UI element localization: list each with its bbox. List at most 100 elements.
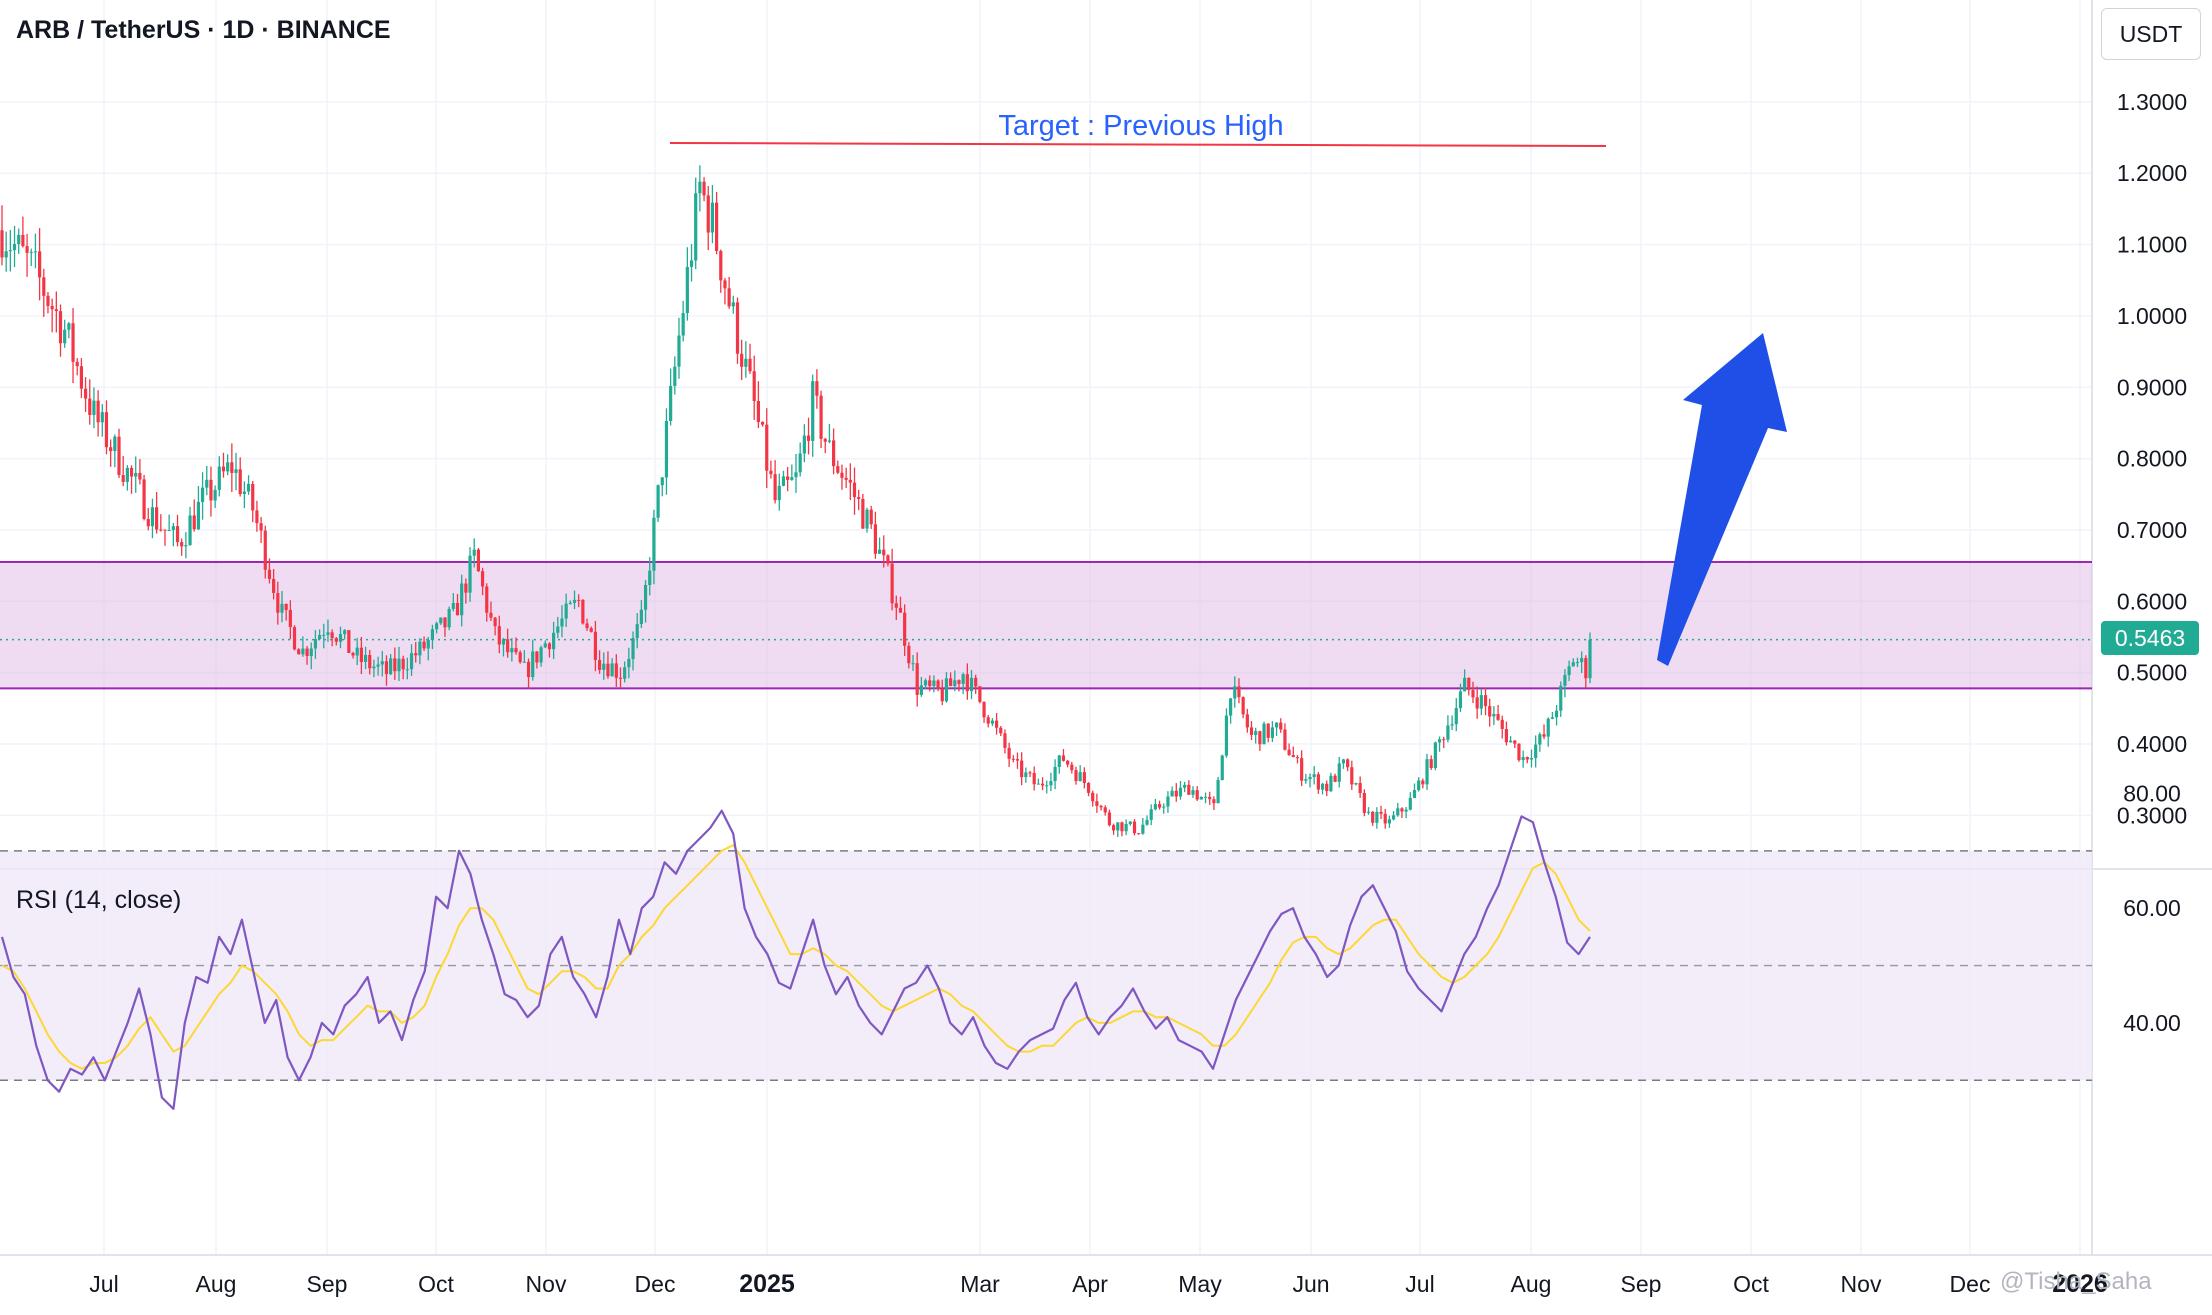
candle-body (1020, 760, 1024, 778)
axes: 1.3000 1.2000 1.1000 1.0000 0.9000 0.8000 0.70… (89, 89, 2187, 1298)
candle-body (21, 234, 25, 247)
candle-body (1040, 783, 1045, 786)
candle-body (251, 483, 255, 511)
candle-body (1086, 783, 1091, 793)
candle-body (1571, 662, 1575, 667)
candle-body (531, 651, 535, 678)
candle-body (263, 530, 267, 570)
candle-body (1137, 833, 1141, 835)
time-tick-label: Jul (89, 1271, 118, 1297)
candle-body (953, 680, 957, 686)
candle-body (1488, 706, 1492, 717)
candle-body (735, 302, 740, 354)
candle-body (138, 472, 142, 480)
candle-body (1003, 733, 1007, 748)
candle-body (29, 251, 33, 253)
bullish-arrow-icon (1657, 333, 1787, 666)
candle-body (1559, 685, 1563, 711)
candle-body (180, 542, 184, 547)
candle-body (1425, 759, 1429, 785)
candle-body (552, 632, 556, 650)
candle-body (1007, 747, 1011, 759)
time-tick-label: Oct (418, 1271, 454, 1297)
candle-body (535, 651, 539, 663)
candle-body (1387, 819, 1392, 824)
candle-body (572, 599, 577, 603)
candle-body (384, 661, 389, 675)
candle-body (372, 666, 376, 669)
candle-body (376, 664, 380, 667)
candle-body (898, 607, 903, 613)
candle-body (288, 610, 292, 628)
candle-body (83, 388, 88, 399)
candle-body (1542, 734, 1546, 737)
candle-body (1212, 799, 1216, 804)
candle-body (932, 680, 936, 686)
candle-body (1329, 775, 1333, 792)
candle-body (113, 436, 117, 452)
candle-body (585, 623, 589, 629)
candle-body (292, 627, 297, 650)
candle-body (903, 612, 907, 646)
candle-body (1183, 784, 1187, 788)
candle-body (815, 381, 819, 396)
candle-body (1366, 811, 1371, 813)
candle-body (4, 251, 8, 258)
candle-body (1563, 675, 1567, 686)
candle-body (1588, 639, 1592, 679)
candle-body (1153, 804, 1157, 810)
time-tick-label: 2026 (2052, 1270, 2108, 1298)
candle-body (1504, 728, 1509, 743)
candle-body (1162, 806, 1166, 808)
price-tick-label: 0.6000 (2117, 588, 2187, 614)
candle-body (660, 477, 664, 486)
candle-body (159, 529, 163, 531)
candle-body (1475, 697, 1479, 709)
candle-body (171, 526, 175, 531)
candle-body (994, 720, 999, 728)
candle-body (1521, 757, 1525, 761)
candle-body (1149, 809, 1153, 820)
candle-body (781, 476, 786, 486)
candle-body (740, 353, 744, 367)
target-line (669, 142, 1607, 147)
candle-body (1496, 713, 1500, 720)
candle-body (1529, 758, 1534, 760)
candle-body (476, 549, 480, 572)
candle-body (167, 530, 171, 532)
candle-body (1028, 772, 1032, 774)
candle-body (121, 474, 125, 482)
currency-selector[interactable]: USDT (2101, 8, 2201, 60)
candle-body (1258, 731, 1262, 745)
candle-body (1291, 755, 1295, 758)
candle-body (380, 661, 384, 665)
candle-body (418, 641, 422, 656)
candle-body (109, 447, 113, 452)
price-tick-label: 0.8000 (2117, 446, 2187, 472)
time-tick-label: Nov (526, 1271, 567, 1297)
candle-body (267, 569, 272, 579)
candle-body (1070, 764, 1074, 771)
candle-body (1341, 759, 1346, 764)
candle-body (142, 479, 146, 519)
candle-body (1262, 723, 1266, 745)
candle-body (1287, 749, 1291, 756)
candle-body (368, 654, 372, 669)
candle-body (38, 251, 42, 278)
candle-body (426, 639, 430, 649)
time-tick-label: Aug (196, 1271, 237, 1297)
candle-body (978, 686, 982, 702)
candle-body (773, 474, 777, 501)
candle-body (50, 305, 54, 310)
candle-body (455, 602, 460, 616)
candle-body (1463, 677, 1467, 692)
candle-body (577, 599, 581, 601)
candle-body (1270, 727, 1274, 738)
candle-body (811, 381, 815, 441)
candle-body (1433, 742, 1437, 768)
candle-body (1203, 796, 1208, 798)
candle-body (104, 412, 109, 448)
candle-body (986, 717, 990, 724)
candle-body (96, 400, 100, 423)
